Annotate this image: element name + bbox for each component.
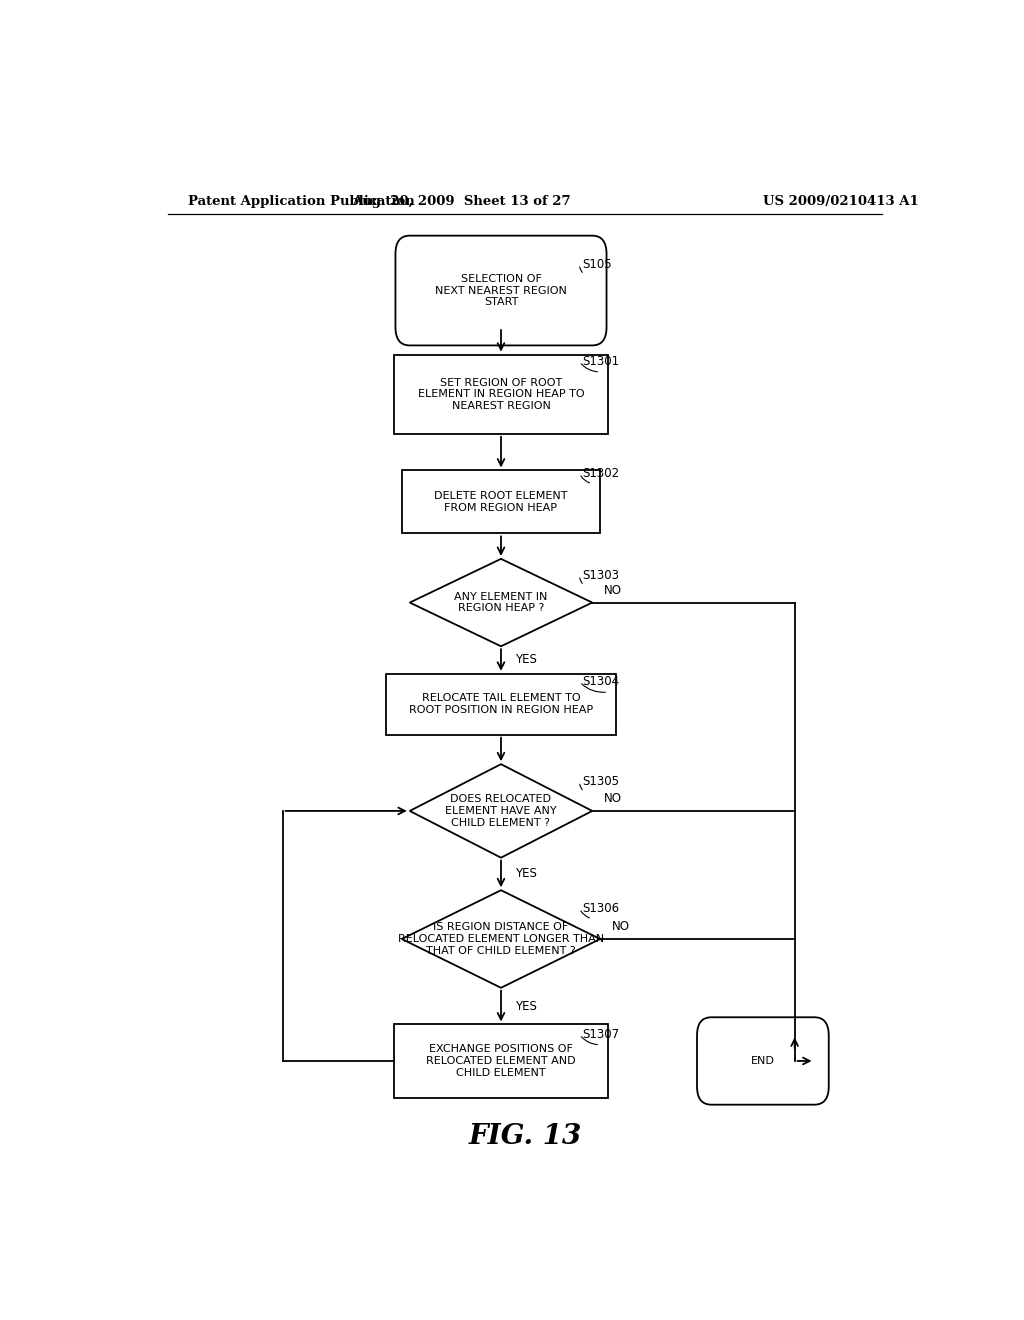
Bar — [401, 470, 600, 533]
Text: YES: YES — [515, 653, 538, 667]
Text: Patent Application Publication: Patent Application Publication — [187, 194, 415, 207]
Text: ANY ELEMENT IN
REGION HEAP ?: ANY ELEMENT IN REGION HEAP ? — [455, 591, 548, 614]
Text: RELOCATE TAIL ELEMENT TO
ROOT POSITION IN REGION HEAP: RELOCATE TAIL ELEMENT TO ROOT POSITION I… — [409, 693, 593, 715]
Text: SET REGION OF ROOT
ELEMENT IN REGION HEAP TO
NEAREST REGION: SET REGION OF ROOT ELEMENT IN REGION HEA… — [418, 378, 585, 411]
Text: S1305: S1305 — [583, 775, 620, 788]
Text: S1301: S1301 — [583, 355, 620, 368]
Bar — [394, 1024, 608, 1097]
Text: S105: S105 — [583, 257, 612, 271]
Text: S1306: S1306 — [583, 902, 620, 915]
Text: NO: NO — [604, 583, 623, 597]
Text: SELECTION OF
NEXT NEAREST REGION
START: SELECTION OF NEXT NEAREST REGION START — [435, 275, 567, 308]
Text: NO: NO — [612, 920, 630, 933]
Text: FIG. 13: FIG. 13 — [468, 1123, 582, 1150]
Text: S1307: S1307 — [583, 1028, 620, 1041]
Bar — [386, 673, 616, 735]
Text: DELETE ROOT ELEMENT
FROM REGION HEAP: DELETE ROOT ELEMENT FROM REGION HEAP — [434, 491, 567, 512]
Text: EXCHANGE POSITIONS OF
RELOCATED ELEMENT AND
CHILD ELEMENT: EXCHANGE POSITIONS OF RELOCATED ELEMENT … — [426, 1044, 575, 1077]
Text: END: END — [751, 1056, 775, 1067]
Text: S1304: S1304 — [583, 676, 620, 688]
Text: YES: YES — [515, 999, 538, 1012]
Text: S1302: S1302 — [583, 467, 620, 480]
Text: IS REGION DISTANCE OF
RELOCATED ELEMENT LONGER THAN
THAT OF CHILD ELEMENT ?: IS REGION DISTANCE OF RELOCATED ELEMENT … — [398, 923, 604, 956]
FancyBboxPatch shape — [395, 236, 606, 346]
Text: YES: YES — [515, 867, 538, 880]
Text: S1303: S1303 — [583, 569, 620, 582]
Polygon shape — [401, 890, 600, 987]
FancyBboxPatch shape — [697, 1018, 828, 1105]
Text: Aug. 20, 2009  Sheet 13 of 27: Aug. 20, 2009 Sheet 13 of 27 — [352, 194, 570, 207]
Text: NO: NO — [604, 792, 623, 805]
Polygon shape — [410, 558, 592, 647]
Polygon shape — [410, 764, 592, 858]
Text: US 2009/0210413 A1: US 2009/0210413 A1 — [763, 194, 919, 207]
Bar — [394, 355, 608, 434]
Text: DOES RELOCATED
ELEMENT HAVE ANY
CHILD ELEMENT ?: DOES RELOCATED ELEMENT HAVE ANY CHILD EL… — [445, 795, 557, 828]
